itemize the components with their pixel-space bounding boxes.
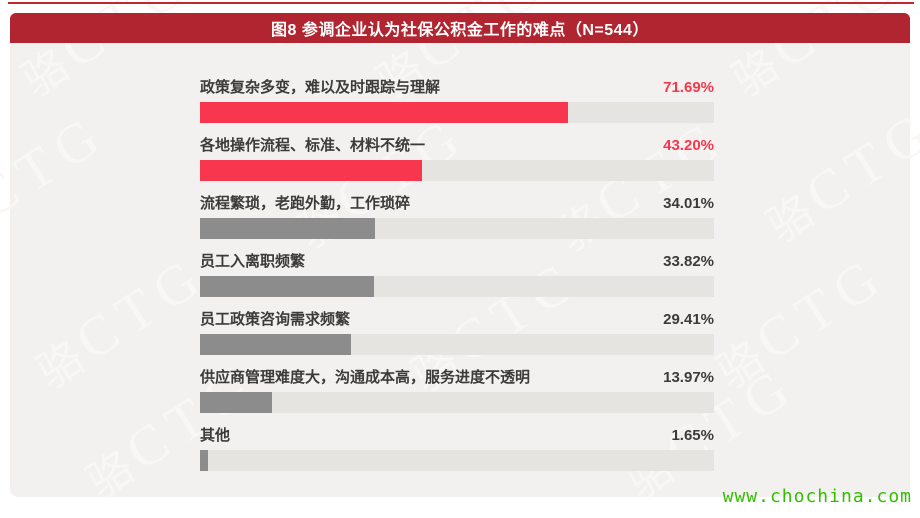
bar-row: 其他 1.65% — [200, 426, 714, 484]
bar-fill — [200, 276, 374, 297]
value-label: 13.97% — [663, 369, 714, 386]
bar-fill — [200, 102, 569, 123]
bar-row: 供应商管理难度大，沟通成本高，服务进度不透明 13.97% — [200, 368, 714, 426]
bar-track — [200, 218, 714, 239]
category-label: 其他 — [200, 427, 231, 444]
category-label: 各地操作流程、标准、材料不统一 — [200, 137, 426, 154]
bar-row: 流程繁琐，老跑外勤，工作琐碎 34.01% — [200, 194, 714, 252]
bar-track — [200, 334, 714, 355]
bar-track — [200, 276, 714, 297]
category-label: 供应商管理难度大，沟通成本高，服务进度不透明 — [200, 369, 531, 386]
bar-track — [200, 160, 714, 181]
site-url: www.chochina.com — [722, 486, 912, 507]
bar-row: 政策复杂多变，难以及时跟踪与理解 71.69% — [200, 78, 714, 136]
bar-fill — [200, 218, 375, 239]
chart-title-banner: 图8 参调企业认为社保公积金工作的难点（N=544） — [10, 13, 910, 43]
value-label: 33.82% — [663, 253, 714, 270]
category-label: 政策复杂多变，难以及时跟踪与理解 — [200, 79, 441, 96]
value-label: 34.01% — [663, 195, 714, 212]
chart-title: 图8 参调企业认为社保公积金工作的难点（N=544） — [271, 22, 649, 39]
category-label: 员工政策咨询需求频繁 — [200, 311, 351, 328]
value-label: 1.65% — [671, 427, 714, 444]
bar-track — [200, 450, 714, 471]
bar-fill — [200, 392, 272, 413]
bar-fill — [200, 160, 423, 181]
value-label: 71.69% — [663, 79, 714, 96]
top-accent-line — [8, 2, 914, 4]
bar-row: 各地操作流程、标准、材料不统一 43.20% — [200, 136, 714, 194]
value-label: 29.41% — [663, 311, 714, 328]
bar-row: 员工入离职频繁 33.82% — [200, 252, 714, 310]
bar-row: 员工政策咨询需求频繁 29.41% — [200, 310, 714, 368]
bar-track — [200, 102, 714, 123]
category-label: 员工入离职频繁 — [200, 253, 306, 270]
category-label: 流程繁琐，老跑外勤，工作琐碎 — [200, 195, 411, 212]
bar-fill — [200, 450, 209, 471]
bar-fill — [200, 334, 352, 355]
bar-track — [200, 392, 714, 413]
bar-chart: 政策复杂多变，难以及时跟踪与理解 71.69% 各地操作流程、标准、材料不统一 … — [200, 78, 714, 484]
value-label: 43.20% — [663, 137, 714, 154]
